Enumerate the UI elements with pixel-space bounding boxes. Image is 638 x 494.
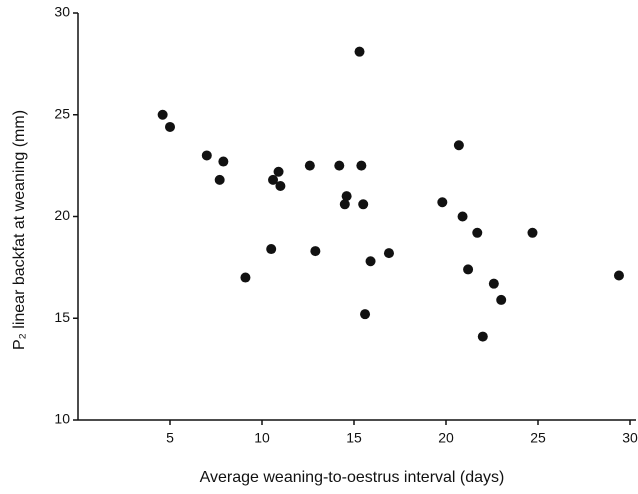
point	[339, 199, 350, 210]
point	[437, 197, 448, 208]
x-tick-label: 5	[166, 430, 174, 446]
point	[613, 270, 624, 281]
point	[218, 156, 229, 167]
point	[360, 309, 371, 320]
x-tick-label: 10	[254, 430, 270, 446]
point	[358, 199, 369, 210]
point	[453, 140, 464, 151]
y-tick-label: 30	[54, 4, 70, 20]
y-tick-label: 20	[54, 207, 70, 223]
point	[365, 256, 376, 267]
y-tick-label: 10	[54, 411, 70, 427]
point	[472, 227, 483, 238]
point	[310, 246, 321, 257]
point	[165, 121, 175, 132]
point	[240, 272, 251, 283]
point	[488, 278, 499, 289]
point	[304, 160, 315, 171]
point	[496, 294, 507, 305]
y-tick-label: 15	[54, 309, 70, 325]
point	[157, 109, 168, 120]
point	[463, 264, 474, 275]
point	[334, 160, 345, 171]
point	[341, 191, 352, 202]
x-tick-label: 20	[438, 430, 454, 446]
y-axis-label: P₂ linear backfat at weaning (mm)	[11, 110, 28, 350]
x-tick-label: 15	[346, 430, 362, 446]
point	[273, 166, 284, 177]
point	[354, 46, 365, 57]
x-tick-label: 25	[530, 430, 546, 446]
point	[383, 248, 394, 259]
y-tick-label: 25	[54, 105, 70, 121]
point	[266, 244, 277, 255]
point	[268, 174, 279, 185]
x-tick-label: 30	[622, 430, 638, 446]
point	[477, 331, 488, 342]
point	[457, 211, 468, 222]
point	[356, 160, 367, 171]
point	[527, 227, 538, 238]
point	[275, 180, 286, 191]
point	[214, 174, 225, 185]
x-axis-label: Average weaning-to-oestrus interval (day…	[200, 469, 505, 486]
point	[201, 150, 212, 161]
